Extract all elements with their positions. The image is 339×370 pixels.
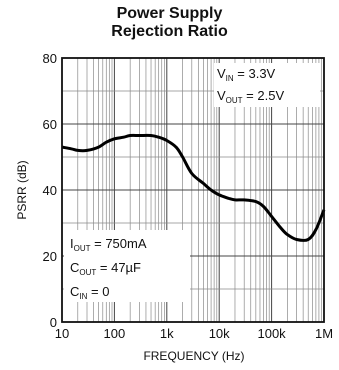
annotation-cin: CIN = 0 — [70, 284, 109, 301]
x-tick-label: 1M — [315, 326, 333, 341]
plot-frame — [61, 57, 325, 323]
annotation-bottom-bg — [64, 230, 190, 302]
psrr-curve — [61, 133, 326, 242]
annotation-vin: VIN = 3.3V — [217, 66, 276, 83]
y-tick-label: 80 — [43, 51, 57, 66]
annotation-top-bg — [214, 63, 320, 107]
y-axis-label: PSRR (dB) — [15, 160, 29, 219]
x-tick-label: 10 — [55, 326, 69, 341]
annotation-vout: VOUT = 2.5V — [217, 88, 284, 105]
x-tick-label: 100k — [257, 326, 286, 341]
x-tick-label: 1k — [160, 326, 174, 341]
y-tick-label: 60 — [43, 117, 57, 132]
x-tick-label: 100 — [104, 326, 126, 341]
y-tick-label: 40 — [43, 183, 57, 198]
annotation-iout: IOUT = 750mA — [70, 236, 147, 253]
chart-title-line-2: Rejection Ratio — [111, 23, 228, 40]
curve-layer — [61, 133, 326, 242]
x-axis-label: FREQUENCY (Hz) — [143, 349, 244, 363]
y-tick-label: 20 — [43, 249, 57, 264]
y-tick-label: 0 — [50, 315, 57, 330]
tick-labels: 10 100 1k 10k 100k 1M 0 20 40 60 80 — [43, 51, 334, 341]
annotation-cout: COUT = 47µF — [70, 260, 141, 277]
chart-title-line-1: Power Supply — [116, 5, 223, 22]
x-tick-label: 10k — [209, 326, 230, 341]
